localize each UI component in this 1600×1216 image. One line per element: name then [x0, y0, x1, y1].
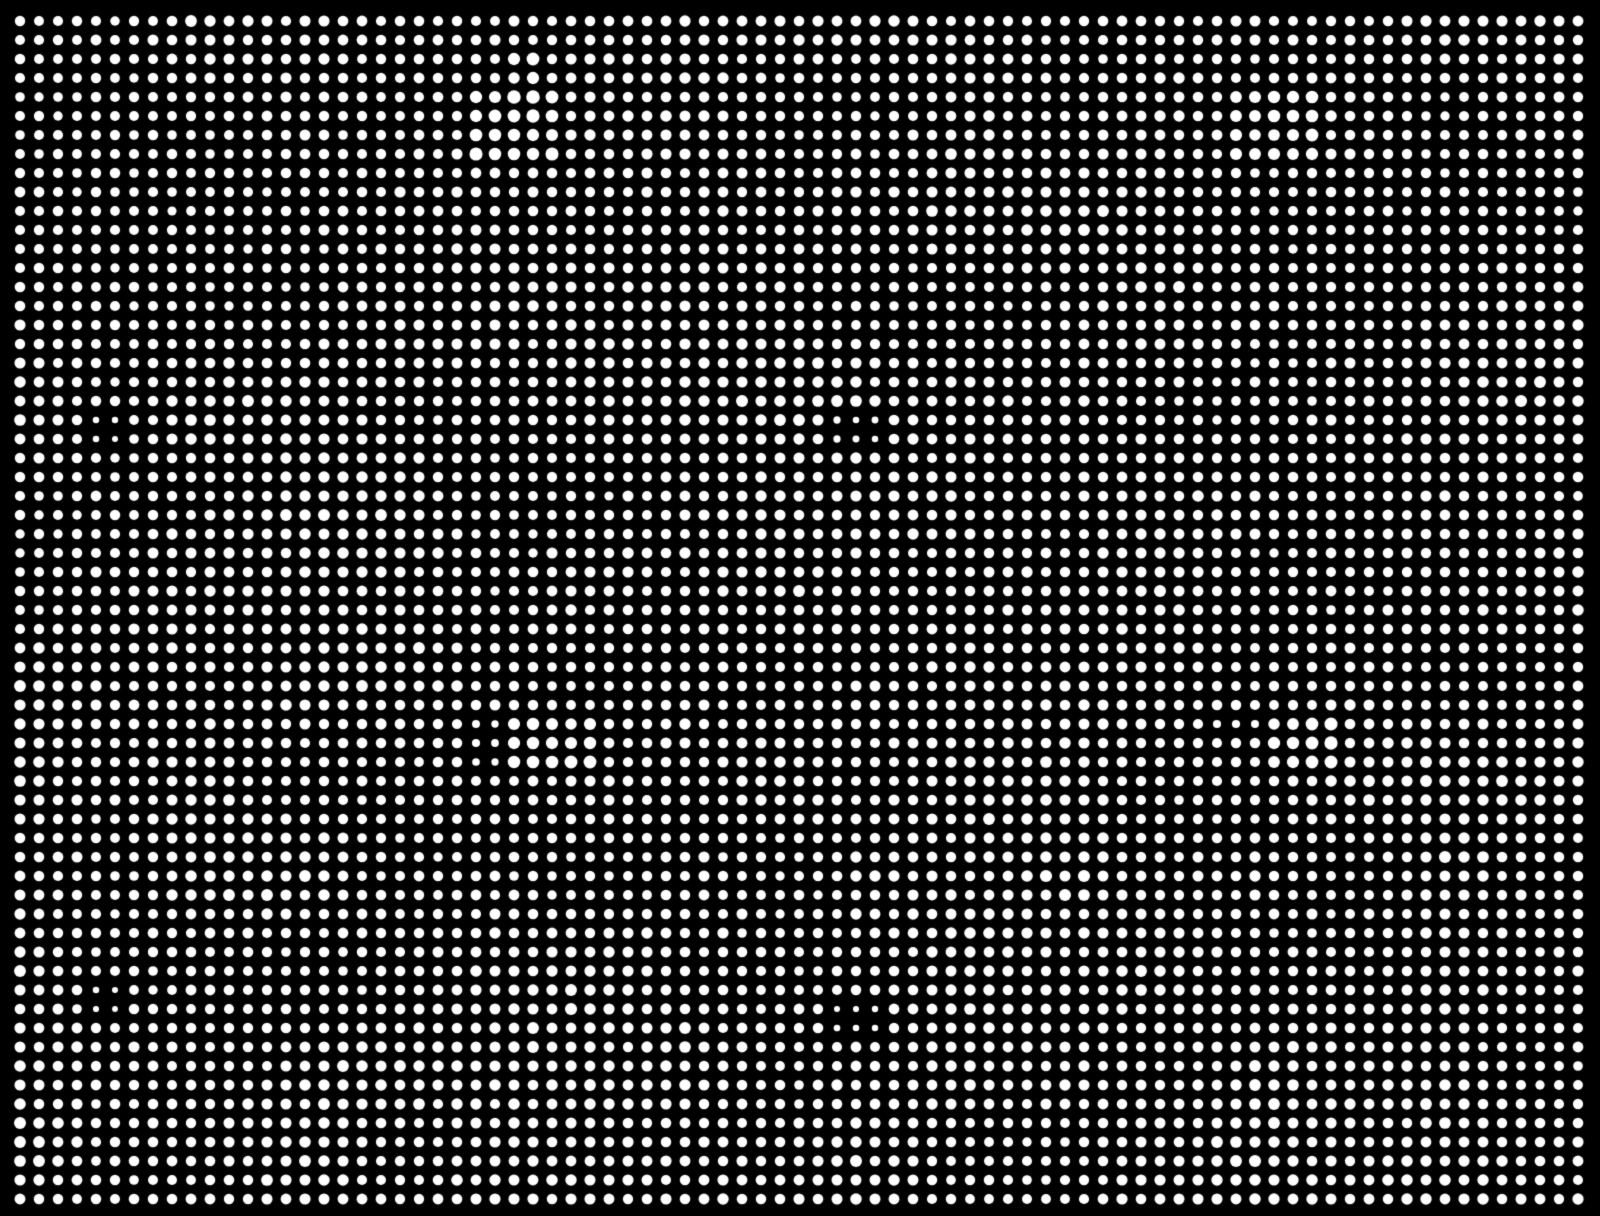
halftone-dot-grid [0, 0, 1600, 1216]
halftone-background [0, 0, 1600, 1216]
